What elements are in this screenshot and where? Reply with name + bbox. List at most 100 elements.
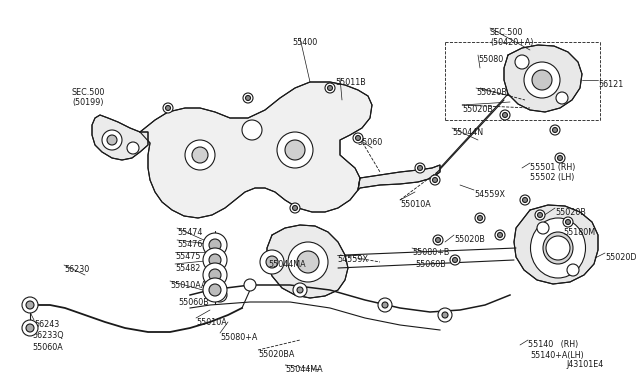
Circle shape [260,250,284,274]
Circle shape [297,287,303,293]
Circle shape [556,92,568,104]
Polygon shape [267,225,348,298]
Circle shape [203,263,227,287]
Circle shape [292,205,298,211]
Circle shape [242,120,262,140]
Text: 54559X: 54559X [474,190,505,199]
Circle shape [438,308,452,322]
Circle shape [209,254,221,266]
Circle shape [285,140,305,160]
Circle shape [209,239,221,251]
Circle shape [166,106,170,110]
Polygon shape [358,165,440,190]
Text: 56233Q: 56233Q [32,331,63,340]
Circle shape [532,70,552,90]
Polygon shape [504,45,582,112]
Circle shape [546,236,570,260]
Text: 55474: 55474 [177,228,202,237]
Circle shape [475,213,485,223]
Text: 55475: 55475 [175,252,200,261]
Text: 56121: 56121 [598,80,623,89]
Circle shape [243,93,253,103]
Text: 55044MA: 55044MA [268,260,306,269]
Circle shape [203,248,227,272]
Text: 55020B: 55020B [462,105,493,114]
Circle shape [328,86,333,90]
Text: SEC.500: SEC.500 [72,88,106,97]
Circle shape [550,125,560,135]
Text: 55044MA: 55044MA [285,365,323,372]
Ellipse shape [543,232,573,264]
Text: 55011B: 55011B [335,78,365,87]
Text: 55020B: 55020B [476,88,507,97]
Text: 55010A: 55010A [400,200,431,209]
Text: 55476: 55476 [177,240,202,249]
Circle shape [355,135,360,141]
Circle shape [246,96,250,100]
Circle shape [26,301,34,309]
Circle shape [538,212,543,218]
Circle shape [442,312,448,318]
Circle shape [277,132,313,168]
Circle shape [192,147,208,163]
Text: 55010A: 55010A [196,318,227,327]
Text: 55044N: 55044N [452,128,483,137]
Circle shape [415,163,425,173]
Circle shape [515,55,529,69]
Text: 55060B: 55060B [415,260,445,269]
Text: 55020B: 55020B [454,235,485,244]
Text: 55180M: 55180M [563,228,595,237]
Text: 55020B: 55020B [555,208,586,217]
Text: J43101E4: J43101E4 [566,360,604,369]
Polygon shape [92,115,148,160]
Text: 55482: 55482 [175,264,200,273]
Text: 55140+A(LH): 55140+A(LH) [530,351,584,360]
Text: 55400: 55400 [292,38,317,47]
Circle shape [524,62,560,98]
Circle shape [203,278,227,302]
Circle shape [213,288,227,302]
Circle shape [430,175,440,185]
Text: (50420+A): (50420+A) [490,38,534,47]
Text: 55140   (RH): 55140 (RH) [528,340,579,349]
Text: 56243: 56243 [34,320,60,329]
Text: 55080+B: 55080+B [412,248,449,257]
Circle shape [266,256,278,268]
Circle shape [450,255,460,265]
Text: SEC.500: SEC.500 [490,28,524,37]
Text: 55020D: 55020D [605,253,637,262]
Circle shape [107,135,117,145]
Circle shape [26,324,34,332]
Text: 55502 (LH): 55502 (LH) [530,173,574,182]
Circle shape [378,298,392,312]
Ellipse shape [531,218,586,278]
Text: 55060A: 55060A [32,343,63,352]
Circle shape [244,279,256,291]
Circle shape [293,283,307,297]
Circle shape [297,251,319,273]
Circle shape [477,215,483,221]
Circle shape [535,210,545,220]
Circle shape [209,269,221,281]
Circle shape [288,242,328,282]
Text: 55080: 55080 [478,55,503,64]
Circle shape [217,292,223,298]
Circle shape [435,237,440,243]
Circle shape [382,302,388,308]
Circle shape [452,257,458,263]
Text: 56230: 56230 [64,265,89,274]
Text: (50199): (50199) [72,98,104,107]
Circle shape [555,153,565,163]
Text: 55060: 55060 [357,138,382,147]
Circle shape [22,297,38,313]
Circle shape [203,233,227,257]
Circle shape [495,230,505,240]
Circle shape [563,217,573,227]
Text: 54559X: 54559X [337,255,368,264]
Circle shape [290,203,300,213]
Text: 55060B: 55060B [178,298,209,307]
Text: 55501 (RH): 55501 (RH) [530,163,575,172]
Circle shape [127,142,139,154]
Circle shape [500,110,510,120]
Circle shape [433,177,438,183]
